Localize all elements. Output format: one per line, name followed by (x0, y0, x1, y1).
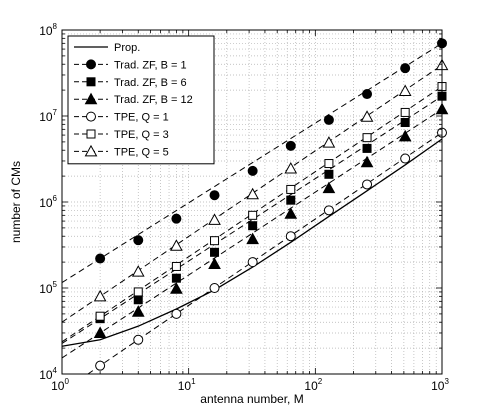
legend-item-4: TPE, Q = 1 (74, 111, 169, 124)
data-point (323, 114, 334, 125)
data-point (133, 287, 143, 297)
data-point (248, 210, 258, 220)
legend-label: Prop. (114, 42, 140, 54)
x-tick-label: 101 (178, 377, 196, 393)
data-point (95, 253, 106, 264)
axis-labels: antenna number, M number of CMs (9, 161, 304, 406)
legend-label: Trad. ZF, B = 6 (114, 77, 187, 89)
legend-label: TPE, Q = 5 (114, 146, 169, 158)
data-point (133, 295, 143, 305)
data-point (131, 265, 145, 277)
data-point (398, 129, 412, 142)
data-point (95, 311, 105, 321)
data-point (93, 326, 107, 338)
data-point (133, 235, 144, 246)
legend-item-0: Prop. (74, 42, 140, 54)
series-1 (61, 38, 447, 283)
legend-marker (86, 129, 96, 139)
legend-marker (84, 92, 98, 105)
x-tick-label: 102 (304, 377, 322, 393)
data-point (400, 153, 411, 164)
legend-item-3: Trad. ZF, B = 12 (74, 92, 193, 106)
x-axis-label: antenna number, M (200, 392, 303, 406)
data-point (171, 213, 182, 224)
legend-label: Trad. ZF, B = 12 (114, 94, 193, 106)
series-4 (87, 127, 447, 375)
data-point (93, 289, 107, 302)
y-tick-label: 105 (39, 280, 57, 296)
data-point (362, 133, 372, 143)
data-point (208, 213, 221, 225)
data-point (171, 261, 181, 271)
data-point (400, 63, 411, 74)
series-line (61, 42, 443, 283)
data-point (362, 143, 372, 153)
data-point (286, 184, 296, 194)
series-line (61, 64, 443, 323)
legend-item-5: TPE, Q = 3 (74, 129, 169, 141)
series-line (61, 108, 443, 359)
y-axis-label: number of CMs (9, 161, 23, 243)
data-point (171, 308, 182, 319)
series-3 (61, 102, 449, 359)
data-point (323, 205, 334, 216)
data-point (170, 282, 183, 294)
legend-item-1: Trad. ZF, B = 1 (74, 59, 187, 71)
data-point (322, 181, 336, 194)
data-point (210, 236, 220, 246)
data-point (246, 187, 259, 200)
data-point (284, 161, 298, 174)
series-line (87, 132, 443, 375)
legend: Prop. Trad. ZF, B = 1 Trad. ZF, B = 6 Trad.… (67, 35, 215, 165)
data-point (285, 231, 296, 242)
data-point (324, 159, 334, 169)
data-point (286, 195, 296, 205)
axis-ticks: 100 101 102 103 104 105 106 107 108 (39, 22, 449, 393)
legend-item-2: Trad. ZF, B = 6 (74, 77, 187, 89)
x-tick-label: 100 (51, 377, 69, 393)
data-point (285, 140, 296, 151)
y-tick-label: 106 (39, 194, 57, 210)
data-point (131, 305, 145, 317)
data-point (208, 257, 221, 270)
legend-label: TPE, Q = 1 (114, 112, 169, 124)
series-5 (61, 82, 447, 343)
legend-marker (86, 77, 96, 87)
legend-label: TPE, Q = 3 (114, 129, 169, 141)
data-point (284, 207, 298, 219)
y-tick-label: 108 (39, 22, 57, 38)
series-line (61, 86, 443, 343)
data-point (133, 334, 144, 345)
data-point (209, 190, 220, 201)
data-point (398, 84, 412, 97)
data-point (246, 232, 259, 245)
data-point (170, 239, 183, 251)
data-point (95, 360, 106, 371)
legend-label: Trad. ZF, B = 1 (114, 59, 187, 71)
data-point (360, 155, 374, 168)
y-tick-label: 107 (39, 108, 57, 124)
series-line (61, 95, 443, 344)
data-point (171, 273, 181, 283)
data-point (247, 165, 258, 176)
x-tick-label: 103 (431, 377, 449, 393)
data-point (247, 257, 258, 268)
data-point (248, 221, 258, 231)
data-point (322, 136, 336, 148)
data-point (324, 169, 334, 179)
legend-marker (86, 111, 96, 122)
legend-item-6: TPE, Q = 5 (74, 144, 169, 158)
data-point (362, 179, 373, 190)
data-point (360, 110, 374, 122)
data-point (400, 118, 410, 128)
data-point (210, 247, 220, 257)
data-point (362, 89, 373, 100)
legend-marker (86, 59, 96, 70)
data-point (209, 283, 220, 293)
legend-marker (84, 144, 98, 157)
y-tick-label: 104 (39, 366, 57, 382)
data-point (400, 107, 410, 117)
